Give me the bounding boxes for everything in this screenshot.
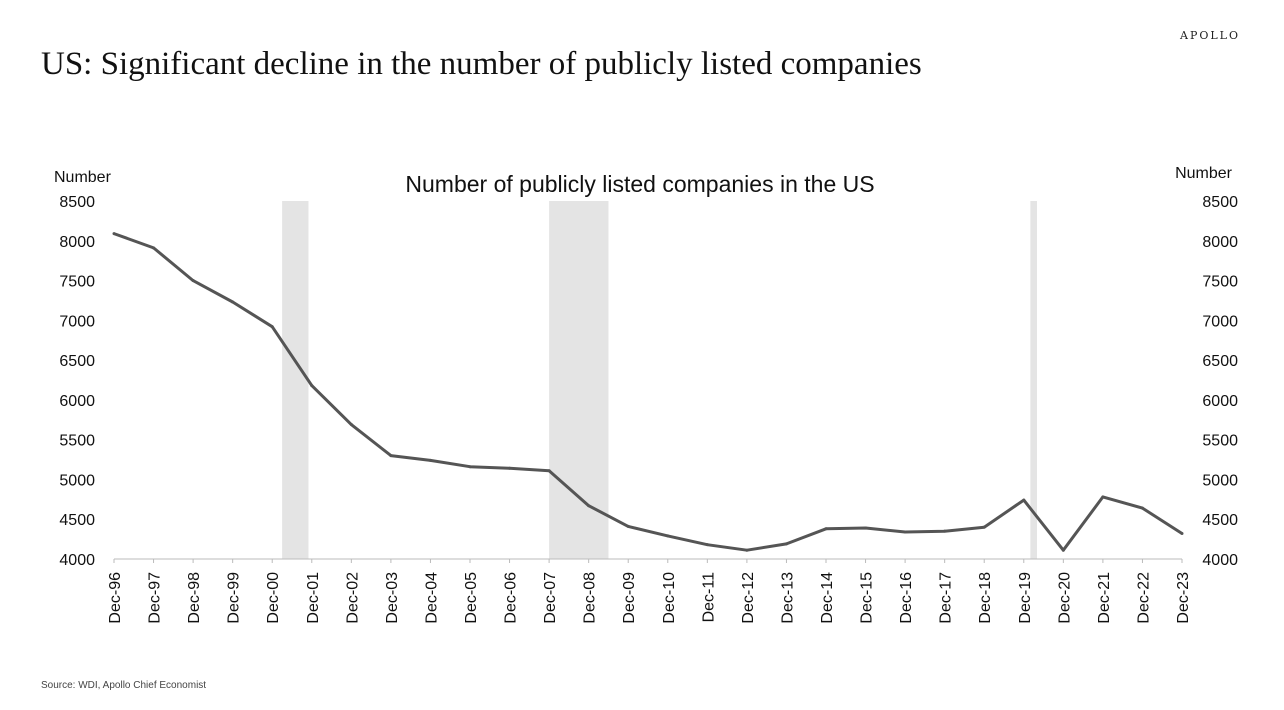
x-tick-label: Dec-00 xyxy=(265,572,282,624)
x-tick-label: Dec-99 xyxy=(226,572,243,624)
data-point xyxy=(587,504,591,508)
right-y-tick-label: 5000 xyxy=(1202,472,1238,489)
x-tick-label: Dec-13 xyxy=(779,572,796,624)
data-point xyxy=(784,542,788,546)
data-point xyxy=(824,527,828,531)
x-tick-label: Dec-10 xyxy=(661,572,678,624)
right-y-tick-label: 7000 xyxy=(1202,313,1238,330)
data-point xyxy=(1061,548,1065,552)
left-y-tick-label: 4500 xyxy=(59,512,95,529)
data-point xyxy=(1180,532,1184,536)
data-point xyxy=(626,524,630,528)
right-y-tick-label: 4500 xyxy=(1202,512,1238,529)
left-y-axis-label: Number xyxy=(54,169,112,186)
x-tick-label: Dec-08 xyxy=(582,572,599,624)
recession-band xyxy=(1030,201,1037,559)
left-y-tick-label: 7000 xyxy=(59,313,95,330)
left-y-tick-label: 8500 xyxy=(59,194,95,211)
x-tick-label: Dec-21 xyxy=(1096,572,1113,624)
source-note: Source: WDI, Apollo Chief Economist xyxy=(41,680,207,691)
data-point xyxy=(508,466,512,470)
data-point xyxy=(982,525,986,529)
data-point xyxy=(705,543,709,547)
x-tick-label: Dec-06 xyxy=(503,572,520,624)
data-point xyxy=(903,530,907,534)
x-tick-label: Dec-20 xyxy=(1056,572,1073,624)
left-y-tick-label: 5000 xyxy=(59,472,95,489)
left-y-tick-label: 6000 xyxy=(59,393,95,410)
data-point xyxy=(152,246,156,250)
data-point xyxy=(943,529,947,533)
recession-bands xyxy=(282,201,1037,559)
right-y-tick-label: 5500 xyxy=(1202,433,1238,450)
x-tick-label: Dec-07 xyxy=(542,572,559,624)
x-tick-label: Dec-03 xyxy=(384,572,401,624)
x-tick-label: Dec-17 xyxy=(938,572,955,624)
left-y-tick-label: 5500 xyxy=(59,433,95,450)
right-y-axis-tick-labels: 4000 4500 5000 5500 6000 6500 7000 7500 8000 8500 xyxy=(1202,194,1238,569)
x-tick-label: Dec-15 xyxy=(859,572,876,624)
x-tick-label: Dec-14 xyxy=(819,572,836,624)
left-y-tick-label: 4000 xyxy=(59,552,95,569)
series-points xyxy=(112,232,1184,552)
data-point xyxy=(468,465,472,469)
recession-band xyxy=(282,201,309,559)
right-y-axis-label: Number xyxy=(1175,165,1233,182)
data-point xyxy=(270,325,274,329)
x-tick-label: Dec-02 xyxy=(344,572,361,624)
data-point xyxy=(428,458,432,462)
data-point xyxy=(547,469,551,473)
recession-band xyxy=(549,201,609,559)
x-tick-label: Dec-09 xyxy=(621,572,638,624)
data-point xyxy=(349,423,353,427)
x-tick-label: Dec-16 xyxy=(898,572,915,624)
series-line xyxy=(113,232,1183,552)
right-y-tick-label: 8500 xyxy=(1202,194,1238,211)
x-tick-label: Dec-01 xyxy=(305,572,322,624)
x-tick-label: Dec-97 xyxy=(147,572,164,624)
left-y-tick-label: 8000 xyxy=(59,234,95,251)
right-y-tick-label: 7500 xyxy=(1202,274,1238,291)
left-y-axis-tick-labels: 4000 4500 5000 5500 6000 6500 7000 7500 8000 8500 xyxy=(59,194,95,569)
data-point xyxy=(745,548,749,552)
left-y-tick-label: 6500 xyxy=(59,353,95,370)
x-tick-label: Dec-11 xyxy=(700,572,717,622)
data-point xyxy=(310,384,314,388)
data-point xyxy=(112,232,116,236)
x-tick-label: Dec-19 xyxy=(1017,572,1034,624)
x-tick-label: Dec-18 xyxy=(977,572,994,624)
chart-title: Number of publicly listed companies in t… xyxy=(405,171,874,197)
data-point xyxy=(666,534,670,538)
brand-logo: APOLLO xyxy=(1180,29,1240,42)
x-tick-label: Dec-98 xyxy=(186,572,203,624)
x-tick-label: Dec-04 xyxy=(423,572,440,624)
left-y-tick-label: 7500 xyxy=(59,274,95,291)
data-point xyxy=(389,454,393,458)
right-y-tick-label: 8000 xyxy=(1202,234,1238,251)
data-point xyxy=(231,300,235,304)
right-y-tick-label: 6000 xyxy=(1202,393,1238,410)
right-y-tick-label: 6500 xyxy=(1202,353,1238,370)
data-point xyxy=(1022,498,1026,502)
page-title: US: Significant decline in the number of… xyxy=(41,46,922,82)
x-tick-label: Dec-23 xyxy=(1175,572,1192,624)
x-tick-label: Dec-05 xyxy=(463,572,480,624)
x-tick-label: Dec-22 xyxy=(1135,572,1152,624)
data-point xyxy=(191,279,195,283)
x-tick-label: Dec-12 xyxy=(740,572,757,624)
data-point xyxy=(1140,506,1144,510)
right-y-tick-label: 4000 xyxy=(1202,552,1238,569)
x-tick-label: Dec-96 xyxy=(107,572,124,624)
data-point xyxy=(864,526,868,530)
data-point xyxy=(1101,495,1105,499)
x-axis-tick-labels: Dec-96 Dec-97 Dec-98 Dec-99 Dec-00 Dec-01 Dec-… xyxy=(107,559,1192,624)
